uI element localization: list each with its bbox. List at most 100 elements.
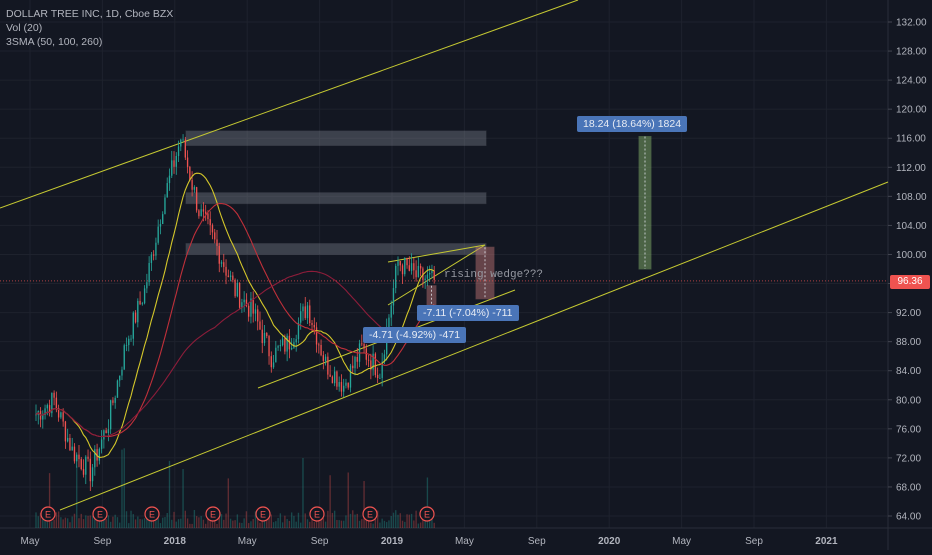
candle-body xyxy=(191,180,193,190)
last-price-badge: 96.36 xyxy=(890,275,930,289)
volume-bar xyxy=(343,520,345,528)
price-tick-label: 128.00 xyxy=(896,47,927,58)
candle-body xyxy=(381,361,383,378)
candle-body xyxy=(227,275,229,277)
earnings-marker-icon xyxy=(309,506,325,522)
candle-body xyxy=(162,214,164,225)
candle-body xyxy=(164,197,166,215)
candle-body xyxy=(109,400,112,430)
candle-body xyxy=(103,430,105,440)
volume-bar xyxy=(211,519,214,528)
volume-bar xyxy=(71,516,73,528)
price-tick-label: 76.00 xyxy=(896,424,921,435)
candle-body xyxy=(137,300,139,323)
rising-wedge-note[interactable]: rising wedge??? xyxy=(444,269,544,281)
channel-lower-line xyxy=(59,181,889,511)
volume-bar xyxy=(225,513,227,528)
candle-body xyxy=(195,187,198,211)
candle-body xyxy=(234,279,236,297)
volume-bar xyxy=(186,518,189,528)
candle-body xyxy=(388,317,390,328)
volume-bar xyxy=(216,523,218,528)
candle-body xyxy=(259,321,261,330)
earnings-marker-label: E xyxy=(424,510,430,520)
candle-body xyxy=(245,299,248,306)
volume-bar xyxy=(202,519,205,528)
measure-down-label-2[interactable]: -4.71 (-4.92%) -471 xyxy=(363,327,467,343)
price-tick-label: 104.00 xyxy=(896,221,927,232)
candle-body xyxy=(76,454,78,462)
candle-body xyxy=(290,347,293,350)
volume-bar xyxy=(309,521,311,528)
candle-body xyxy=(257,309,259,322)
candle-body xyxy=(112,400,114,403)
candle-body xyxy=(200,209,202,217)
candle-body xyxy=(266,333,268,337)
candle-body xyxy=(159,224,162,227)
volume-bar xyxy=(419,522,422,528)
volume-bar xyxy=(399,513,401,528)
candle-body xyxy=(166,183,168,198)
symbol-title[interactable]: DOLLAR TREE INC, 1D, Cboe BZX xyxy=(6,8,174,20)
candle-body xyxy=(157,226,159,243)
volume-bar xyxy=(284,515,286,528)
sma-indicator-label[interactable]: 3SMA (50, 100, 260) xyxy=(6,36,103,48)
volume-bar xyxy=(381,518,383,528)
earnings-marker-icon xyxy=(419,506,435,522)
volume-indicator-label[interactable]: Vol (20) xyxy=(6,22,43,34)
candle-body xyxy=(229,275,232,277)
candle-body xyxy=(128,338,130,346)
volume-bar xyxy=(229,518,232,528)
volume-bar xyxy=(295,521,297,528)
measure-down-label-1[interactable]: -7.11 (-7.04%) -711 xyxy=(417,305,519,321)
candle-body xyxy=(406,257,408,266)
measure-up-label[interactable]: 18.24 (18.64%) 1824 xyxy=(577,116,688,132)
candle-body xyxy=(410,263,413,271)
candle-body xyxy=(286,335,288,352)
candle-body xyxy=(347,382,349,388)
candle-body xyxy=(85,456,87,475)
candle-body xyxy=(73,446,76,462)
candle-body xyxy=(424,278,426,280)
price-tick-label: 124.00 xyxy=(896,76,927,87)
volume-bar xyxy=(112,516,114,528)
volume-bar xyxy=(361,519,363,528)
candle-body xyxy=(343,385,345,392)
volume-bar xyxy=(426,477,429,528)
volume-bar xyxy=(259,522,261,528)
candle-body xyxy=(148,262,150,283)
volume-bar xyxy=(281,522,284,528)
volume-bar xyxy=(132,514,134,528)
candle-body xyxy=(293,342,295,348)
candle-body xyxy=(327,356,329,375)
volume-bar xyxy=(159,523,162,528)
volume-bar xyxy=(96,518,98,528)
candle-body xyxy=(268,336,270,357)
candle-body xyxy=(53,392,55,398)
candle-body xyxy=(216,239,218,246)
candle-body xyxy=(318,344,320,346)
time-tick-label: Sep xyxy=(745,536,763,547)
candle-body xyxy=(64,421,67,442)
volume-bar xyxy=(315,518,318,528)
candle-body xyxy=(107,429,110,434)
volume-bar xyxy=(87,515,89,528)
volume-bar xyxy=(200,516,202,528)
volume-bar xyxy=(48,473,51,528)
price-tick-label: 80.00 xyxy=(896,395,921,406)
time-tick-label: 2018 xyxy=(164,536,187,547)
volume-bar xyxy=(415,510,417,528)
volume-bar xyxy=(410,513,413,528)
candle-body xyxy=(372,353,374,370)
volume-bar xyxy=(345,515,347,528)
candle-body xyxy=(100,439,103,449)
volume-bar xyxy=(252,519,254,528)
volume-bar xyxy=(354,514,356,528)
volume-bar xyxy=(107,515,110,528)
volume-bar xyxy=(119,522,121,528)
candle-body xyxy=(333,371,336,384)
candle-body xyxy=(238,282,241,308)
candle-body xyxy=(177,146,180,157)
